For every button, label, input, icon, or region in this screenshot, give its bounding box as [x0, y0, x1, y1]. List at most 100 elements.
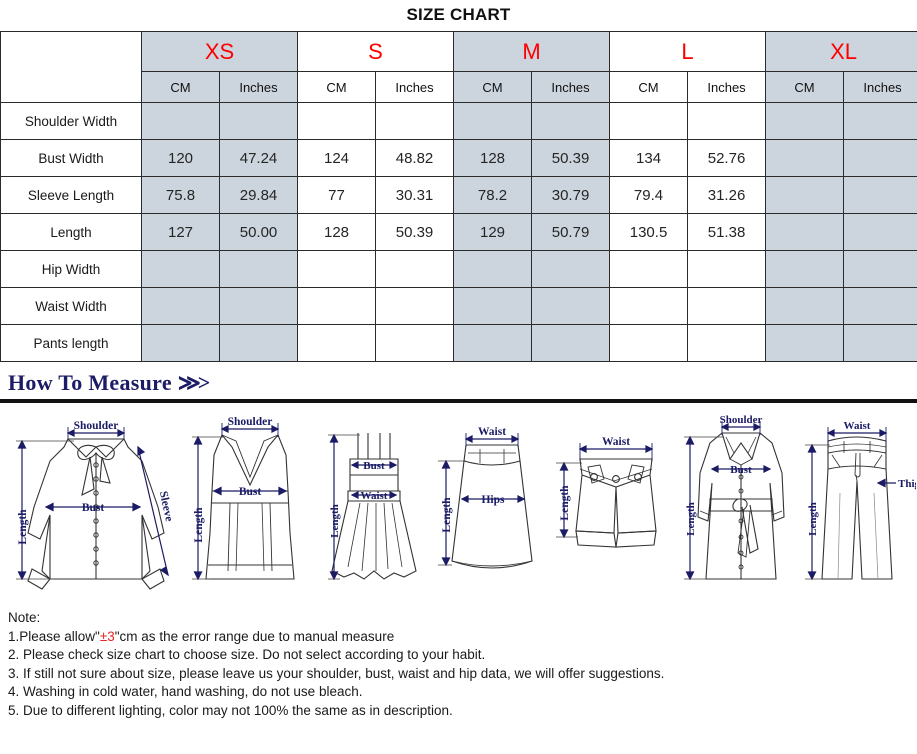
cell-l-in — [687, 324, 767, 362]
cell-m-cm: 78.2 — [453, 176, 533, 214]
section-divider — [0, 399, 917, 403]
figure-label-bust: Bust — [730, 464, 752, 476]
note-line-1: 1.Please allow"±3"cm as the error range … — [8, 628, 917, 647]
row-label-shoulder-width: Shoulder Width — [0, 102, 142, 140]
cell-m-in — [531, 102, 611, 140]
note-1-suffix: "cm as the error range due to manual mea… — [114, 628, 395, 644]
cell-s-in: 48.82 — [375, 139, 455, 177]
cell-xl-in — [843, 213, 917, 251]
unit-header-l-inches: Inches — [687, 71, 767, 103]
table-size-header-row: XS S M L XL — [0, 31, 917, 103]
figure-label-waist: Waist — [361, 490, 388, 502]
cell-xs-in — [218, 324, 299, 362]
figure-label-bust: Bust — [239, 486, 262, 498]
table-row: Shoulder Width — [0, 102, 917, 140]
cell-xl-cm — [765, 213, 845, 251]
unit-header-m-cm: CM — [453, 71, 533, 103]
table-unit-header-row: CM Inches CM Inches CM Inches CM Inches … — [1, 71, 917, 103]
figure-label-bust: Bust — [82, 502, 105, 514]
cell-xs-in — [218, 287, 299, 325]
cell-s-cm — [297, 102, 377, 140]
cell-xl-cm — [765, 324, 845, 362]
figure-label-length: Length — [193, 507, 205, 543]
cell-xs-in — [218, 102, 299, 140]
table-row: Bust Width 120 47.24 124 48.82 128 50.39… — [0, 139, 917, 177]
table-row: Length 127 50.00 128 50.39 129 50.79 130… — [0, 213, 917, 251]
cell-m-cm — [453, 250, 533, 288]
cell-xl-in — [843, 287, 917, 325]
notes-heading: Note: — [8, 610, 41, 625]
cell-xl-in — [843, 102, 917, 140]
cell-m-cm — [453, 324, 533, 362]
cell-l-cm — [609, 324, 689, 362]
cell-xs-cm: 75.8 — [141, 176, 220, 214]
cell-m-cm — [453, 287, 533, 325]
row-label-hip-width: Hip Width — [0, 250, 142, 288]
cell-m-in: 50.39 — [531, 139, 611, 177]
cell-s-in: 30.31 — [375, 176, 455, 214]
figure-label-shoulder: Shoulder — [74, 420, 119, 432]
table-row: Hip Width — [0, 250, 917, 288]
cell-xs-cm — [141, 250, 220, 288]
figure-label-length: Length — [441, 497, 453, 533]
cell-l-in: 51.38 — [687, 213, 767, 251]
size-header-l: L — [609, 31, 767, 72]
cell-s-cm: 128 — [297, 213, 377, 251]
unit-header-s-inches: Inches — [375, 71, 455, 103]
cell-xl-in — [843, 139, 917, 177]
cell-xl-cm — [765, 250, 845, 288]
unit-header-xl-inches: Inches — [843, 71, 917, 103]
figure-label-waist: Waist — [478, 426, 506, 438]
note-line-3: 3. If still not sure about size, please … — [8, 665, 665, 681]
cell-s-cm — [297, 250, 377, 288]
cell-m-cm: 128 — [453, 139, 533, 177]
figure-label-hips: Hips — [481, 494, 505, 506]
figure-dress: Bust Waist Length — [318, 403, 430, 599]
note-1-prefix: 1.Please allow" — [8, 628, 100, 644]
unit-header-m-inches: Inches — [531, 71, 611, 103]
row-label-waist-width: Waist Width — [0, 287, 142, 325]
unit-header-xs-inches: Inches — [218, 71, 299, 103]
unit-header-s-cm: CM — [297, 71, 377, 103]
cell-xs-cm: 127 — [141, 213, 220, 251]
figure-label-bust: Bust — [363, 460, 385, 472]
cell-l-in — [687, 250, 767, 288]
figure-shorts: Waist Length — [552, 403, 680, 599]
note-line-2: 2. Please check size chart to choose siz… — [8, 647, 486, 662]
figure-label-thigh: Thigh — [898, 478, 916, 490]
double-chevron-right-icon: ≫> — [177, 370, 211, 395]
table-row: Sleeve Length 75.8 29.84 77 30.31 78.2 3… — [0, 176, 917, 214]
how-to-measure-heading: How To Measure ≫> — [8, 372, 917, 397]
figure-label-length: Length — [685, 502, 697, 536]
cell-xl-cm — [765, 287, 845, 325]
cell-xs-cm — [141, 102, 220, 140]
figure-label-sleeve: Sleeve — [157, 490, 175, 522]
cell-s-in — [375, 102, 455, 140]
unit-header-xl-cm: CM — [765, 71, 845, 103]
cell-s-cm — [297, 324, 377, 362]
row-label-pants-length: Pants length — [0, 324, 142, 362]
cell-m-in — [531, 250, 611, 288]
cell-xs-in: 29.84 — [218, 176, 299, 214]
cell-xl-cm — [765, 176, 845, 214]
table-corner-cell — [0, 31, 142, 103]
cell-m-cm — [453, 102, 533, 140]
note-line-4: 4. Washing in cold water, hand washing, … — [8, 684, 363, 699]
unit-header-xs-cm: CM — [141, 71, 220, 103]
figure-label-waist: Waist — [844, 420, 871, 432]
cell-l-cm: 134 — [609, 139, 689, 177]
cell-l-cm — [609, 287, 689, 325]
how-to-measure-label: How To Measure — [8, 370, 172, 395]
cell-m-in — [531, 287, 611, 325]
figure-label-waist: Waist — [602, 436, 630, 448]
cell-l-in: 31.26 — [687, 176, 767, 214]
figure-label-shoulder: Shoulder — [720, 414, 763, 426]
cell-xs-in — [218, 250, 299, 288]
row-label-sleeve-length: Sleeve Length — [0, 176, 142, 214]
cell-xl-cm — [765, 139, 845, 177]
cell-l-cm — [609, 102, 689, 140]
cell-l-cm — [609, 250, 689, 288]
cell-xl-cm — [765, 102, 845, 140]
figure-label-shoulder: Shoulder — [228, 416, 273, 428]
figure-pants: Waist Thigh Length — [800, 403, 916, 599]
